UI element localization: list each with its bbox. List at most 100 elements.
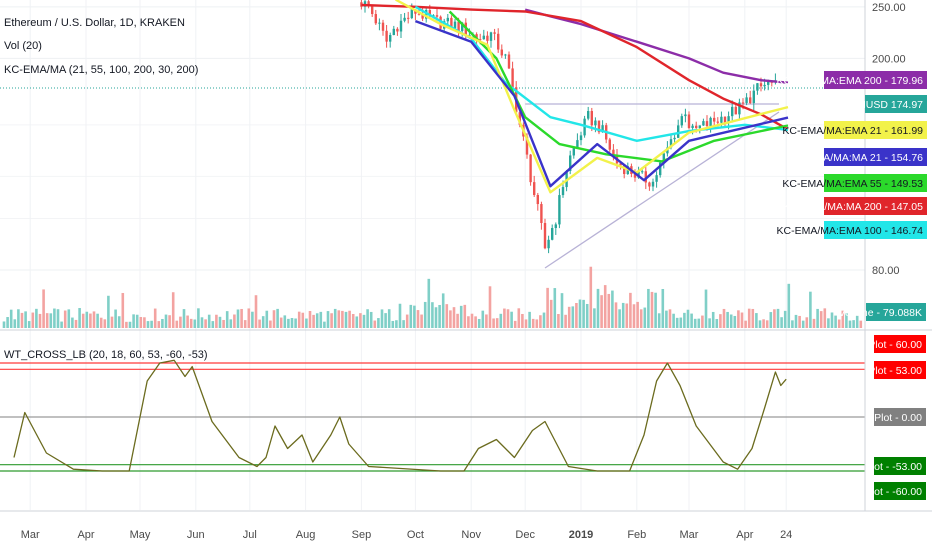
- oscillator-level-label: Plot - -53.00: [865, 457, 926, 475]
- volume-bar: [85, 311, 89, 328]
- volume-bar: [6, 317, 9, 328]
- volume-bar: [438, 304, 441, 328]
- volume-bar: [60, 321, 63, 328]
- volume-bar: [294, 318, 297, 328]
- price-label-text: ETHUSD 174.97: [845, 99, 923, 111]
- volume-bar: [452, 307, 456, 328]
- volume-bar: [31, 312, 35, 328]
- volume-bar: [362, 314, 366, 328]
- volume-bar: [377, 318, 380, 328]
- volume-bar: [571, 306, 575, 328]
- candle-body: [738, 102, 741, 115]
- volume-bar: [611, 290, 614, 328]
- volume-bar: [398, 303, 402, 328]
- volume-bar: [531, 318, 535, 328]
- volume-bar: [661, 288, 665, 328]
- volume-bar: [733, 315, 737, 328]
- volume-bar: [261, 316, 265, 328]
- volume-bar: [402, 320, 405, 328]
- volume-bar: [186, 315, 189, 328]
- candle-body: [644, 171, 647, 183]
- volume-bar: [405, 314, 409, 328]
- volume-bar: [258, 319, 261, 328]
- volume-bar: [600, 295, 603, 328]
- volume-bar: [791, 320, 794, 328]
- price-tick-label: 200.00: [872, 53, 906, 65]
- volume-bar: [758, 320, 762, 328]
- volume-bar: [369, 311, 373, 328]
- candle-body: [428, 10, 431, 16]
- candle-body: [734, 106, 737, 115]
- volume-bar: [359, 313, 362, 328]
- candle-body: [727, 116, 730, 123]
- volume-bar: [211, 321, 215, 328]
- volume-bar: [283, 315, 287, 328]
- price-label: KC-EMA/MA:EMA 200 - 179.96: [777, 71, 927, 89]
- volume-bar: [74, 319, 78, 328]
- candle-body: [529, 154, 532, 183]
- candle-body: [720, 116, 723, 123]
- volume-bar: [319, 311, 323, 328]
- candle-body: [594, 120, 597, 126]
- oscillator-level-label-text: Plot - 53.00: [868, 365, 922, 377]
- volume-bar: [222, 319, 225, 328]
- volume-bar: [629, 292, 632, 328]
- volume-bar: [722, 308, 726, 328]
- candle-body: [597, 120, 601, 133]
- volume-bar: [272, 310, 276, 328]
- volume-bar: [114, 309, 117, 328]
- volume-bar: [859, 320, 863, 328]
- candle-body: [684, 114, 687, 117]
- volume-bar: [683, 312, 686, 328]
- volume-bar: [229, 319, 233, 328]
- volume-bar: [564, 314, 567, 328]
- candle-body: [752, 90, 755, 104]
- volume-bar: [474, 316, 477, 328]
- volume-bar: [96, 313, 99, 328]
- volume-bar: [593, 308, 596, 328]
- volume-bar: [53, 308, 56, 328]
- volume-bar: [636, 301, 639, 328]
- volume-bar: [798, 315, 801, 328]
- volume-bar: [794, 314, 798, 328]
- candle-body: [399, 20, 403, 32]
- candle-body: [446, 17, 449, 22]
- volume-bar: [431, 302, 434, 328]
- volume-bar: [290, 318, 294, 328]
- volume-bar: [423, 301, 427, 328]
- candle-body: [435, 15, 439, 17]
- volume-bar: [107, 295, 110, 328]
- volume-bar: [420, 314, 423, 328]
- volume-bar: [2, 321, 6, 328]
- volume-bar: [492, 318, 495, 328]
- candle-body: [723, 116, 727, 123]
- price-tick-label: 80.00: [872, 265, 900, 277]
- volume-bar: [639, 309, 643, 328]
- volume-bar: [517, 308, 521, 328]
- volume-bar: [546, 287, 549, 328]
- candle-body: [705, 121, 709, 127]
- volume-bar: [146, 321, 150, 328]
- candle-body: [525, 136, 529, 155]
- price-label-bg: [824, 221, 927, 239]
- candle-body: [547, 239, 550, 249]
- price-label-text: KC-EMA/MA:EMA 55 - 149.53: [782, 178, 923, 190]
- volume-bar: [125, 321, 128, 328]
- price-labels: KC-EMA/MA:EMA 200 - 179.96 ETHUSD 174.97 K…: [777, 71, 927, 500]
- volume-bar: [355, 316, 359, 328]
- volume-bar: [132, 314, 135, 328]
- candle-body: [745, 97, 748, 103]
- volume-bar: [297, 311, 301, 328]
- volume-bar: [236, 309, 240, 328]
- candle-body: [385, 30, 388, 42]
- volume-bar: [816, 308, 819, 328]
- candle-body: [759, 83, 763, 87]
- volume-bar: [182, 309, 186, 328]
- volume-bar: [773, 309, 776, 328]
- time-tick-label: Sep: [352, 529, 372, 541]
- candle-body: [554, 224, 557, 229]
- candle-body: [457, 21, 460, 31]
- candle-body: [601, 125, 604, 133]
- candle-body: [669, 139, 673, 148]
- volume-bar: [49, 313, 53, 328]
